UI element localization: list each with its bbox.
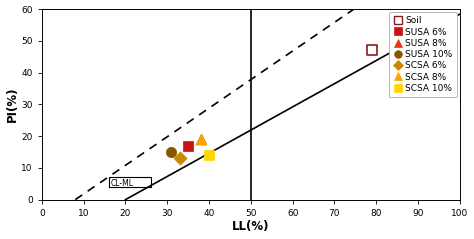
Point	[197, 137, 204, 141]
Point	[184, 144, 192, 147]
Legend: Soil, SUSA 6%, SUSA 8%, SUSA 10%, SCSA 6%, SCSA 8%, SCSA 10%: Soil, SUSA 6%, SUSA 8%, SUSA 10%, SCSA 6…	[389, 12, 457, 97]
Point	[176, 157, 183, 160]
X-axis label: LL(%): LL(%)	[232, 220, 270, 234]
Point	[205, 153, 213, 157]
Point	[197, 137, 204, 141]
Point	[368, 49, 376, 52]
Point	[168, 150, 175, 154]
Text: CL-ML: CL-ML	[111, 179, 134, 188]
Y-axis label: PI(%): PI(%)	[6, 87, 18, 122]
